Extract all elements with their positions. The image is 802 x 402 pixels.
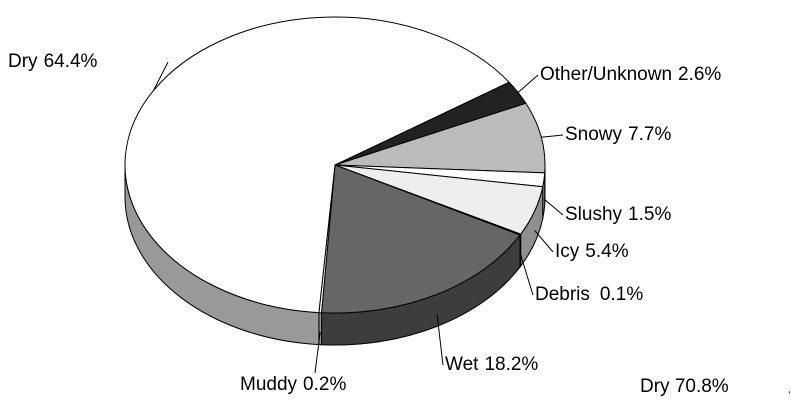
leader-line <box>534 229 554 253</box>
stray-mark: , <box>788 385 791 396</box>
slice-label: Snowy 7.7% <box>565 124 671 145</box>
label-category: Icy <box>555 241 580 262</box>
label-category: Wet <box>445 354 479 375</box>
label-value: 1.5% <box>628 204 671 225</box>
label-value: 2.6% <box>678 64 721 85</box>
slice-label: Dry 64.4% <box>8 51 98 72</box>
label-category: Dry <box>8 51 38 72</box>
leader-line <box>517 74 539 93</box>
label-value: 64.4% <box>44 51 98 72</box>
label-value: 18.2% <box>484 354 538 375</box>
label-category: Snowy <box>565 124 623 145</box>
leader-line <box>543 198 564 216</box>
annotation: Dry 70.8% <box>640 376 729 397</box>
leader-line <box>436 313 444 366</box>
slice-label: Debris 0.1% <box>535 284 643 305</box>
label-value: 7.7% <box>628 124 671 145</box>
label-value: 0.1% <box>600 284 643 305</box>
leader-line <box>541 134 564 138</box>
label-value: 5.4% <box>585 241 628 262</box>
leader-line <box>519 253 534 296</box>
label-category: Muddy <box>240 374 298 395</box>
leader-line <box>314 331 321 374</box>
leader-line <box>153 61 169 91</box>
slice <box>334 102 546 174</box>
label-category: Other/Unknown <box>540 64 672 85</box>
label-category: Slushy <box>565 204 623 225</box>
label-value: 0.2% <box>303 374 346 395</box>
label-category: Debris <box>535 284 590 305</box>
top-faces <box>124 16 546 314</box>
slice-label: Slushy 1.5% <box>565 204 671 225</box>
slice-label: Icy 5.4% <box>555 241 629 262</box>
slice-label: Wet 18.2% <box>445 354 538 375</box>
slice-label: Other/Unknown 2.6% <box>540 64 721 85</box>
slice <box>321 164 521 314</box>
slice-label: Muddy 0.2% <box>240 374 346 395</box>
